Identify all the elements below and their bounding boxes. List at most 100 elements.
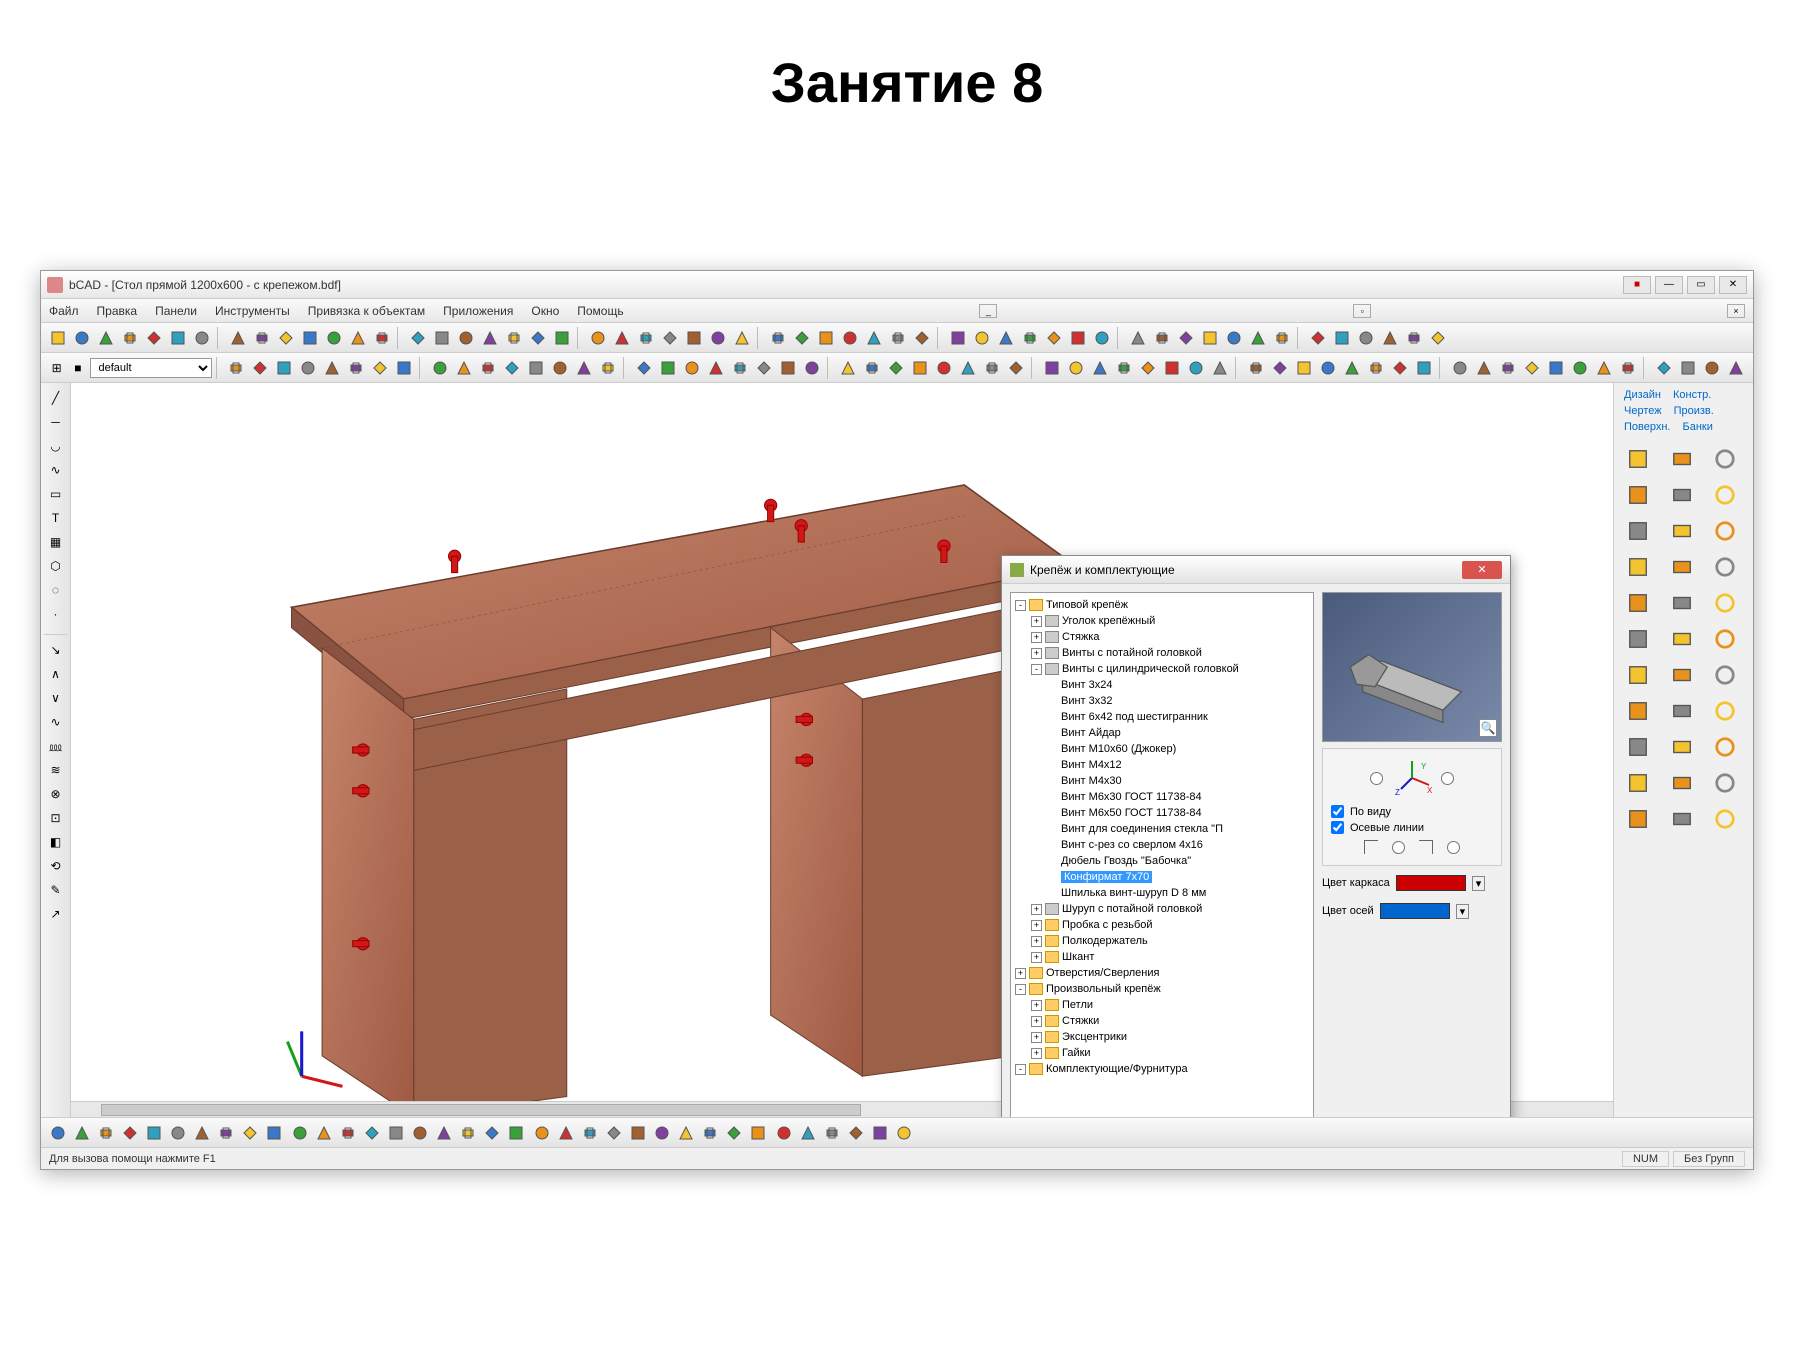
btm-icon-30[interactable] [773, 1122, 795, 1144]
corner-icon-2[interactable] [1419, 840, 1433, 854]
corner-radio-2[interactable] [1447, 841, 1460, 854]
tb2-icon-0[interactable] [225, 357, 247, 379]
tree-node[interactable]: +Шкант [1015, 949, 1309, 965]
frame-color-picker[interactable]: ▾ [1472, 876, 1486, 891]
btm-icon-11[interactable] [313, 1122, 335, 1144]
layer-select[interactable]: default [90, 358, 212, 378]
tree-node[interactable]: Винт М6х50 ГОСТ 11738-84 [1015, 805, 1309, 821]
tb1-icon-49[interactable] [1307, 327, 1329, 349]
tb1-icon-26[interactable] [707, 327, 729, 349]
tb2-icon-32[interactable] [1041, 357, 1063, 379]
btm-icon-29[interactable] [747, 1122, 769, 1144]
palette-icon-12[interactable] [1622, 589, 1654, 617]
tree-node[interactable]: -Типовой крепёж [1015, 597, 1309, 613]
palette-icon-19[interactable] [1666, 661, 1698, 689]
tb2-icon-23[interactable] [801, 357, 823, 379]
tree-node[interactable]: Винт 6х42 под шестигранник [1015, 709, 1309, 725]
palette-icon-6[interactable] [1622, 517, 1654, 545]
palette-icon-1[interactable] [1666, 445, 1698, 473]
palette-icon-11[interactable] [1709, 553, 1741, 581]
palette-icon-2[interactable] [1709, 445, 1741, 473]
tb-color-icon[interactable]: ■ [68, 357, 87, 379]
palette-icon-13[interactable] [1666, 589, 1698, 617]
ltool-2[interactable]: ◡ [44, 435, 68, 457]
palette-icon-14[interactable] [1709, 589, 1741, 617]
palette-icon-22[interactable] [1666, 697, 1698, 725]
tree-node[interactable]: Винт 3х32 [1015, 693, 1309, 709]
tb1-icon-54[interactable] [1427, 327, 1449, 349]
btm-icon-26[interactable] [675, 1122, 697, 1144]
btm-icon-20[interactable] [531, 1122, 553, 1144]
tb1-icon-45[interactable] [1199, 327, 1221, 349]
tab-surf[interactable]: Поверхн. [1618, 419, 1677, 435]
tb1-icon-9[interactable] [275, 327, 297, 349]
tree-node[interactable]: +Отверстия/Сверления [1015, 965, 1309, 981]
ltool2-0[interactable]: ↘ [44, 639, 68, 661]
palette-icon-30[interactable] [1622, 805, 1654, 833]
palette-icon-8[interactable] [1709, 517, 1741, 545]
tb2-icon-6[interactable] [369, 357, 391, 379]
tb2-icon-59[interactable] [1725, 357, 1747, 379]
tb2-icon-53[interactable] [1569, 357, 1591, 379]
tb2-icon-17[interactable] [657, 357, 679, 379]
tb2-icon-5[interactable] [345, 357, 367, 379]
tb2-icon-37[interactable] [1161, 357, 1183, 379]
tb1-icon-5[interactable] [167, 327, 189, 349]
tb-layer-icon[interactable]: ⊞ [47, 357, 66, 379]
btm-icon-31[interactable] [797, 1122, 819, 1144]
tree-node[interactable]: Винт с-рез со сверлом 4х16 [1015, 837, 1309, 853]
tree-node[interactable]: +Стяжка [1015, 629, 1309, 645]
tb1-icon-30[interactable] [815, 327, 837, 349]
ltool2-9[interactable]: ⟲ [44, 855, 68, 877]
ltool2-8[interactable]: ◧ [44, 831, 68, 853]
palette-icon-25[interactable] [1666, 733, 1698, 761]
palette-icon-3[interactable] [1622, 481, 1654, 509]
tb1-icon-43[interactable] [1151, 327, 1173, 349]
tb1-icon-50[interactable] [1331, 327, 1353, 349]
ltool-6[interactable]: ▦ [44, 531, 68, 553]
tree-node[interactable]: +Стяжки [1015, 1013, 1309, 1029]
btm-icon-8[interactable] [239, 1122, 261, 1144]
menu-apps[interactable]: Приложения [443, 304, 513, 318]
palette-icon-5[interactable] [1709, 481, 1741, 509]
tb1-icon-17[interactable] [479, 327, 501, 349]
palette-icon-31[interactable] [1666, 805, 1698, 833]
tb1-icon-3[interactable] [119, 327, 141, 349]
mdi-close[interactable]: × [1727, 304, 1745, 318]
tb1-icon-12[interactable] [347, 327, 369, 349]
btm-icon-9[interactable] [263, 1122, 285, 1144]
tree-node[interactable]: Винт М4х30 [1015, 773, 1309, 789]
tb1-icon-36[interactable] [971, 327, 993, 349]
fastener-tree[interactable]: -Типовой крепёж+Уголок крепёжный+Стяжка+… [1010, 592, 1314, 1117]
tb2-icon-13[interactable] [549, 357, 571, 379]
tb2-icon-27[interactable] [909, 357, 931, 379]
tb2-icon-4[interactable] [321, 357, 343, 379]
tb1-icon-19[interactable] [527, 327, 549, 349]
tb2-icon-14[interactable] [573, 357, 595, 379]
btm-icon-22[interactable] [579, 1122, 601, 1144]
tb2-icon-11[interactable] [501, 357, 523, 379]
tb1-icon-22[interactable] [611, 327, 633, 349]
tb1-icon-13[interactable] [371, 327, 393, 349]
btm-icon-10[interactable] [289, 1122, 311, 1144]
menu-edit[interactable]: Правка [97, 304, 138, 318]
palette-icon-21[interactable] [1622, 697, 1654, 725]
palette-icon-23[interactable] [1709, 697, 1741, 725]
tb1-icon-16[interactable] [455, 327, 477, 349]
tb1-icon-46[interactable] [1223, 327, 1245, 349]
tree-node[interactable]: Винт для соединения стекла "П [1015, 821, 1309, 837]
ltool-8[interactable]: ◌ [44, 579, 68, 601]
tb2-icon-46[interactable] [1389, 357, 1411, 379]
tb1-icon-29[interactable] [791, 327, 813, 349]
ltool2-6[interactable]: ⊗ [44, 783, 68, 805]
tb2-icon-36[interactable] [1137, 357, 1159, 379]
tree-node[interactable]: Дюбель Гвоздь "Бабочка" [1015, 853, 1309, 869]
tree-node[interactable]: Винт Айдар [1015, 725, 1309, 741]
ltool-7[interactable]: ⬡ [44, 555, 68, 577]
ltool2-7[interactable]: ⊡ [44, 807, 68, 829]
btm-icon-0[interactable] [47, 1122, 69, 1144]
palette-icon-32[interactable] [1709, 805, 1741, 833]
btm-icon-34[interactable] [869, 1122, 891, 1144]
tree-node[interactable]: -Произвольный крепёж [1015, 981, 1309, 997]
tb1-icon-10[interactable] [299, 327, 321, 349]
